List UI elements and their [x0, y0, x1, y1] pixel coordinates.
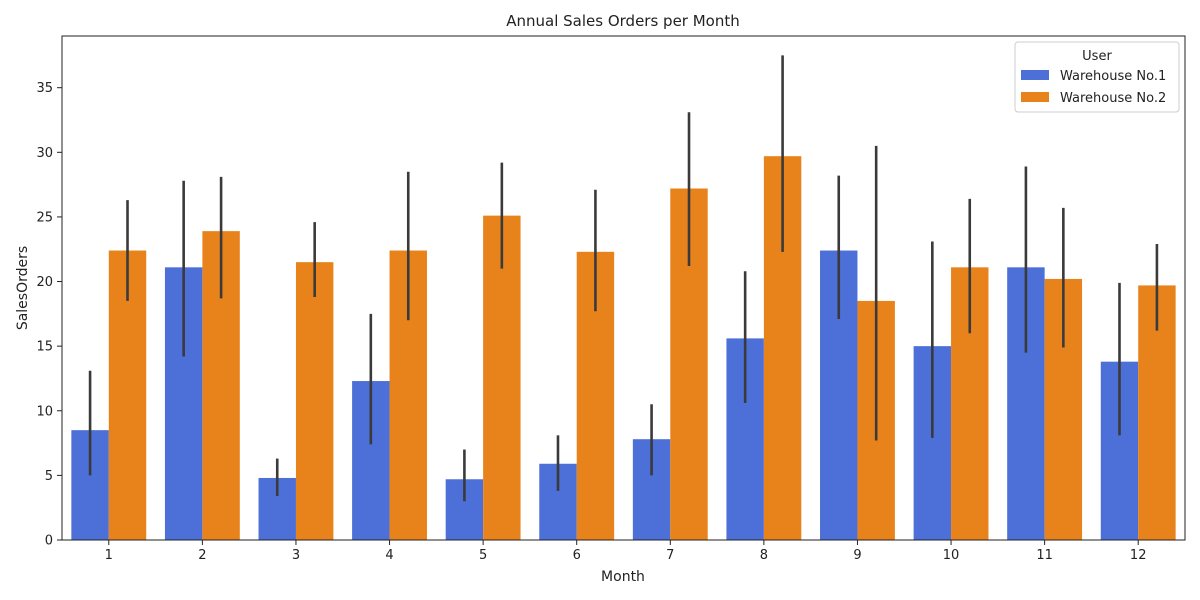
- bar-s2-month-5: [483, 215, 521, 540]
- x-tick-label: 11: [1036, 548, 1053, 563]
- x-tick-label: 7: [666, 548, 674, 563]
- x-axis: 1 2 3 4 5 6 7 8 9 10 11 12: [105, 540, 1147, 563]
- plot-frame: [61, 35, 1186, 541]
- error-bars-group: [88, 55, 1159, 502]
- y-axis-title: SalesOrders: [15, 246, 31, 330]
- chart-title: Annual Sales Orders per Month: [506, 12, 740, 30]
- x-tick-label: 1: [105, 548, 113, 563]
- x-tick-label: 10: [943, 548, 960, 563]
- y-tick-label: 0: [45, 534, 53, 549]
- x-tick-label: 9: [853, 548, 861, 563]
- x-tick-label: 5: [479, 548, 487, 563]
- y-axis: 0 5 10 15 20 25 30 35: [36, 81, 62, 549]
- y-tick-label: 15: [36, 340, 53, 355]
- bars-group: [71, 156, 1176, 541]
- legend-swatch-warehouse-2: [1021, 92, 1049, 102]
- y-tick-label: 30: [36, 146, 53, 161]
- legend-swatch-warehouse-1: [1021, 70, 1049, 80]
- legend-box: [1014, 41, 1180, 113]
- x-tick-label: 12: [1130, 548, 1147, 563]
- legend-label-warehouse-2: Warehouse No.2: [1060, 91, 1166, 106]
- x-axis-title: Month: [601, 569, 645, 585]
- legend-label-warehouse-1: Warehouse No.1: [1060, 69, 1166, 84]
- x-tick-label: 4: [385, 548, 393, 563]
- y-tick-label: 20: [36, 275, 53, 290]
- y-tick-label: 10: [36, 404, 53, 419]
- bar-s2-month-3: [295, 262, 334, 540]
- y-tick-label: 25: [36, 210, 53, 225]
- x-tick-label: 2: [198, 548, 206, 563]
- legend: User Warehouse No.1 Warehouse No.2: [1014, 41, 1180, 113]
- x-tick-label: 3: [292, 548, 300, 563]
- y-tick-label: 5: [45, 469, 53, 484]
- legend-title: User: [1082, 49, 1112, 64]
- y-tick-label: 35: [36, 81, 53, 96]
- x-tick-label: 8: [760, 548, 768, 563]
- x-tick-label: 6: [573, 548, 581, 563]
